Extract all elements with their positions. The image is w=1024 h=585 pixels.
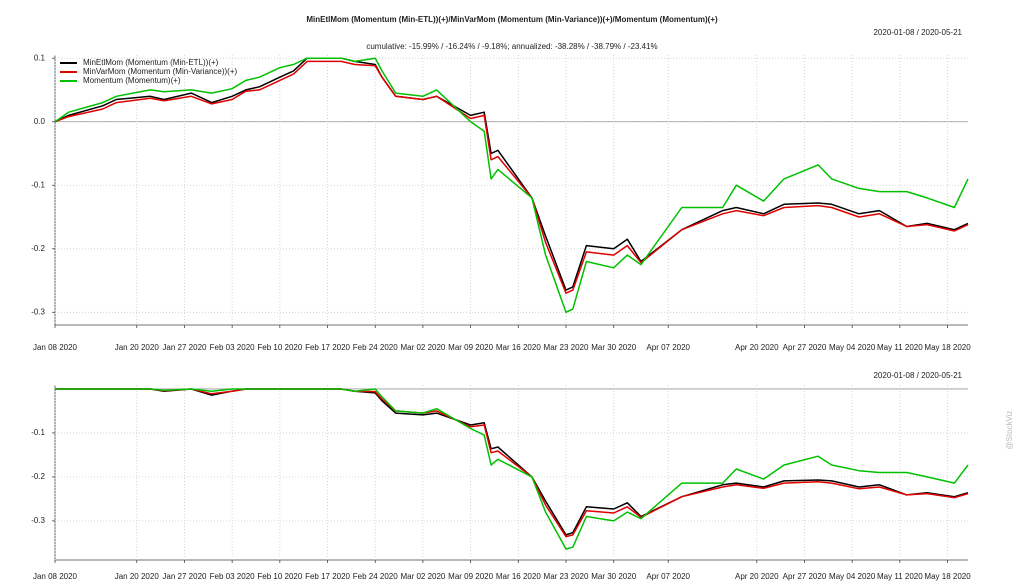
x-tick-label: Mar 23 2020 — [544, 572, 589, 581]
x-tick-label: May 11 2020 — [877, 343, 923, 352]
y-tick-label: -0.3 — [31, 516, 45, 525]
x-tick-label: Apr 20 2020 — [735, 572, 779, 581]
x-tick-label: Jan 08 2020 — [33, 572, 78, 581]
series-line — [54, 60, 969, 294]
x-tick-label: May 18 2020 — [924, 572, 971, 581]
x-tick-label: Jan 27 2020 — [162, 343, 207, 352]
chart-title: MinEtlMom (Momentum (Min-ETL))(+)/MinVar… — [306, 15, 718, 24]
x-tick-label: Mar 16 2020 — [496, 343, 541, 352]
y-tick-label: -0.1 — [31, 428, 45, 437]
y-tick-label: 0.1 — [34, 53, 46, 62]
x-tick-label: Apr 27 2020 — [783, 572, 827, 581]
x-tick-label: May 18 2020 — [924, 343, 971, 352]
x-tick-label: Feb 17 2020 — [305, 343, 350, 352]
x-tick-label: Apr 20 2020 — [735, 343, 779, 352]
x-tick-label: May 04 2020 — [829, 343, 876, 352]
legend-label: Momentum (Momentum)(+) — [83, 76, 181, 85]
x-tick-label: Feb 03 2020 — [210, 343, 255, 352]
legend-label: MinEtlMom (Momentum (Min-ETL))(+) — [83, 58, 219, 67]
x-tick-label: Mar 23 2020 — [544, 343, 589, 352]
x-tick-label: Feb 24 2020 — [353, 343, 398, 352]
x-tick-label: Feb 03 2020 — [210, 572, 255, 581]
x-tick-label: Feb 10 2020 — [257, 572, 302, 581]
series-line — [54, 57, 969, 314]
y-tick-label: -0.1 — [31, 180, 45, 189]
x-tick-label: Mar 09 2020 — [448, 572, 493, 581]
x-tick-label: Mar 09 2020 — [448, 343, 493, 352]
x-tick-label: Mar 30 2020 — [591, 343, 636, 352]
x-tick-label: May 11 2020 — [877, 572, 923, 581]
x-tick-label: Apr 07 2020 — [646, 343, 690, 352]
x-tick-label: Mar 16 2020 — [496, 572, 541, 581]
x-tick-label: Jan 27 2020 — [162, 572, 207, 581]
legend-label: MinVarMom (Momentum (Min-Variance))(+) — [83, 67, 238, 76]
x-tick-label: Feb 17 2020 — [305, 572, 350, 581]
series-line — [55, 388, 969, 538]
x-tick-label: Mar 30 2020 — [591, 572, 636, 581]
x-tick-label: Jan 20 2020 — [115, 572, 160, 581]
y-tick-label: -0.2 — [31, 472, 45, 481]
y-tick-label: 0.0 — [34, 117, 46, 126]
date-range: 2020-01-08 / 2020-05-21 — [873, 371, 962, 380]
x-tick-label: Jan 08 2020 — [33, 343, 78, 352]
x-tick-label: Mar 02 2020 — [400, 572, 445, 581]
watermark: @StockViz — [1005, 410, 1014, 449]
x-tick-label: Apr 07 2020 — [646, 572, 690, 581]
series-line — [55, 388, 969, 550]
date-range: 2020-01-08 / 2020-05-21 — [873, 28, 962, 37]
x-tick-label: Jan 20 2020 — [115, 343, 160, 352]
x-tick-label: Apr 27 2020 — [783, 343, 827, 352]
y-tick-label: -0.2 — [31, 244, 45, 253]
y-tick-label: -0.3 — [31, 307, 45, 316]
x-tick-label: Feb 10 2020 — [257, 343, 302, 352]
x-tick-label: Mar 02 2020 — [400, 343, 445, 352]
x-tick-label: Feb 24 2020 — [353, 572, 398, 581]
x-tick-label: May 04 2020 — [829, 572, 876, 581]
subtitle: cumulative: -15.99% / -16.24% / -9.18%; … — [366, 42, 657, 51]
